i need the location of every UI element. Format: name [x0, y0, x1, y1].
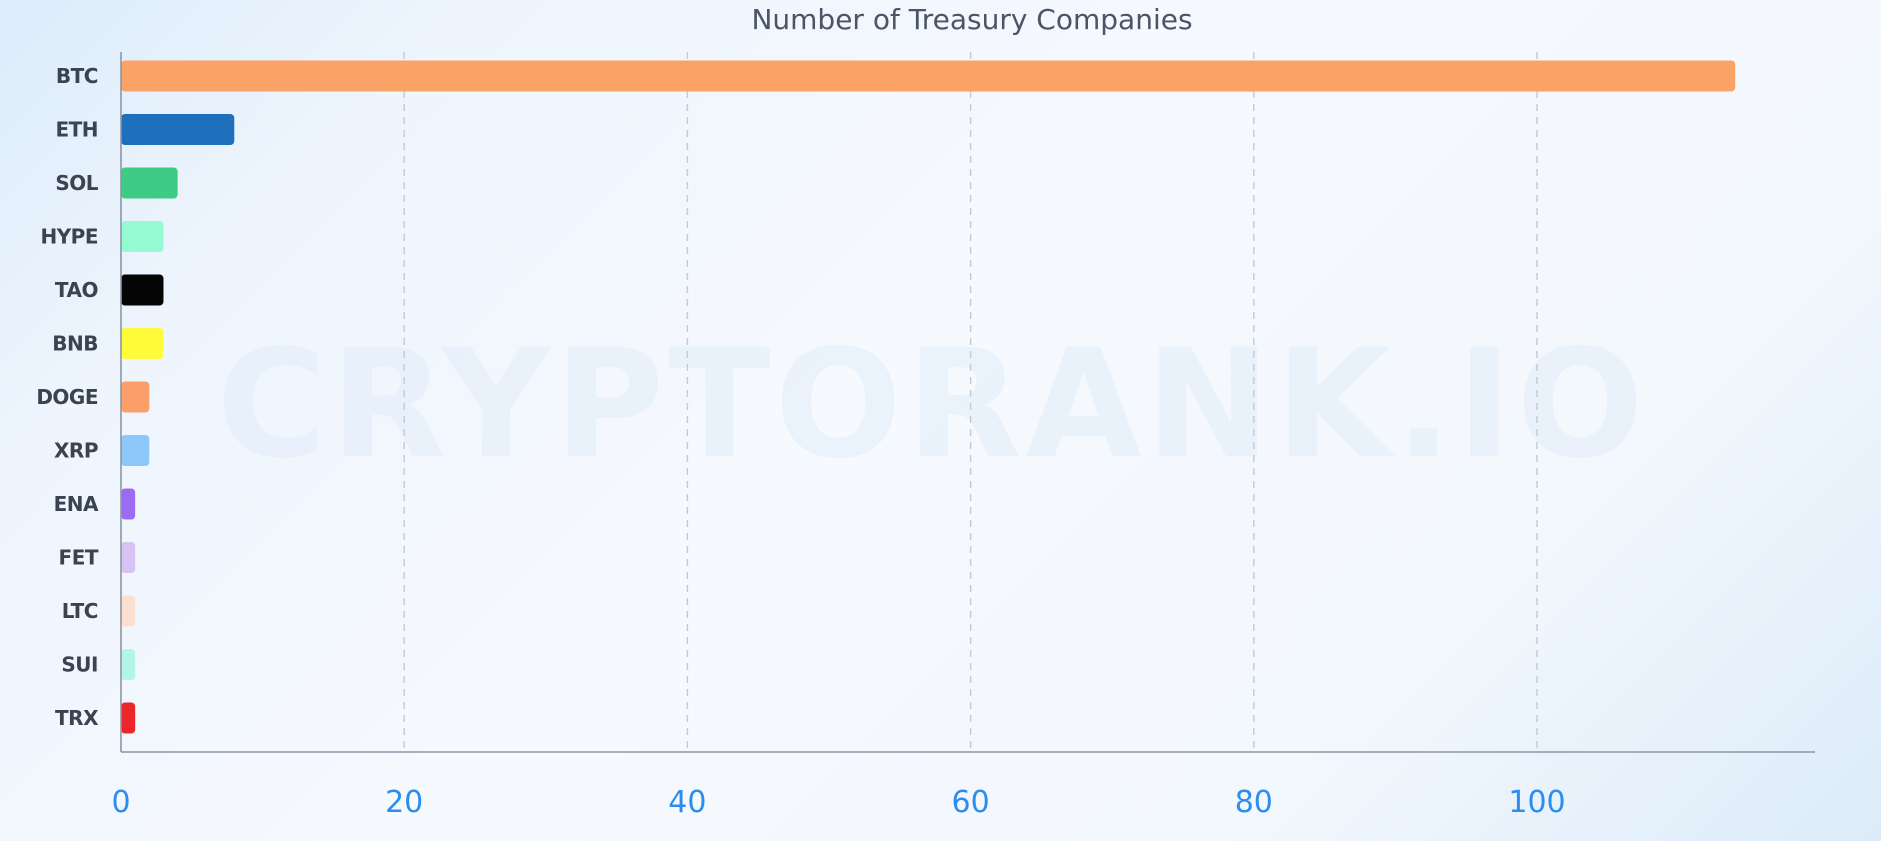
category-label: ETH	[55, 118, 98, 142]
bar-bnb	[121, 328, 164, 359]
bar-xrp	[121, 435, 150, 466]
bars	[121, 60, 1736, 734]
category-label: HYPE	[40, 225, 98, 249]
bar-doge	[121, 381, 150, 413]
bar-trx	[121, 702, 136, 734]
x-tick-labels: 0 20 40 60 80 100	[111, 785, 1565, 820]
category-label: SUI	[61, 653, 98, 677]
axes	[120, 52, 1815, 753]
bar-ltc	[121, 595, 136, 627]
bar-tao	[121, 274, 164, 306]
bar-sol	[121, 167, 178, 199]
x-tick-label: 40	[668, 785, 706, 820]
watermark-text: CRYPTORANK.IO	[216, 318, 1647, 492]
category-label: TAO	[55, 278, 98, 302]
category-label: LTC	[62, 599, 98, 623]
x-tick-label: 60	[952, 785, 990, 820]
category-label: ENA	[54, 492, 99, 516]
bar-eth	[121, 114, 235, 145]
category-label: BTC	[56, 64, 98, 88]
category-label: FET	[59, 546, 99, 570]
bar-sui	[121, 649, 136, 680]
category-label: DOGE	[36, 385, 98, 409]
x-tick-label: 20	[385, 785, 423, 820]
category-label: SOL	[55, 171, 98, 195]
bar-ena	[121, 488, 136, 520]
category-label: TRX	[55, 706, 99, 730]
x-tick-label: 0	[111, 785, 130, 820]
category-label: BNB	[52, 332, 98, 356]
x-tick-label: 100	[1508, 785, 1565, 820]
chart-title: Number of Treasury Companies	[751, 3, 1192, 36]
category-labels: BTC ETH SOL HYPE TAO BNB DOGE XRP ENA FET LTC SUI TR…	[36, 64, 99, 730]
bar-fet	[121, 542, 136, 573]
bar-btc	[121, 60, 1736, 92]
category-label: XRP	[54, 439, 98, 463]
x-tick-label: 80	[1235, 785, 1273, 820]
bar-hype	[121, 221, 164, 252]
